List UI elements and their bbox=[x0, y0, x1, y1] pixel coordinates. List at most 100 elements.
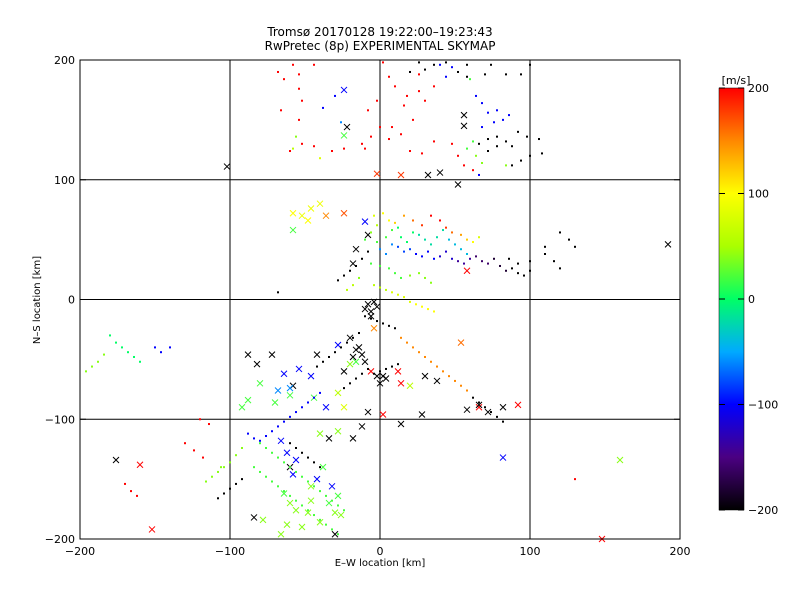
data-point-x bbox=[292, 506, 300, 514]
data-point-dot bbox=[466, 238, 468, 241]
data-point-dot bbox=[415, 252, 417, 255]
data-point-dot bbox=[409, 274, 411, 277]
data-point-dot bbox=[490, 411, 492, 414]
data-point-dot bbox=[400, 133, 402, 136]
scatter-points bbox=[85, 61, 672, 543]
data-point-dot bbox=[379, 370, 381, 373]
data-point-dot bbox=[349, 269, 351, 272]
data-point-dot bbox=[379, 286, 381, 289]
data-point-dot bbox=[481, 102, 483, 105]
data-point-dot bbox=[313, 485, 315, 488]
data-point-dot bbox=[292, 63, 294, 66]
data-point-dot bbox=[301, 99, 303, 102]
data-point-x bbox=[223, 163, 231, 170]
data-point-dot bbox=[370, 262, 372, 265]
data-point-x bbox=[322, 212, 330, 220]
data-point-dot bbox=[331, 528, 333, 531]
data-point-dot bbox=[508, 114, 510, 117]
data-point-dot bbox=[457, 260, 459, 263]
data-point-dot bbox=[340, 121, 342, 124]
data-point-x bbox=[280, 370, 288, 378]
data-point-dot bbox=[439, 255, 441, 258]
data-point-x bbox=[334, 389, 342, 397]
data-point-dot bbox=[370, 231, 372, 234]
data-point-dot bbox=[493, 121, 495, 124]
data-point-dot bbox=[406, 341, 408, 344]
data-point-dot bbox=[361, 142, 363, 145]
x-tick-label: 100 bbox=[520, 545, 541, 558]
grid-lines bbox=[80, 60, 680, 539]
data-point-dot bbox=[139, 360, 141, 363]
data-point-dot bbox=[397, 226, 399, 229]
data-point-dot bbox=[220, 466, 222, 469]
data-point-dot bbox=[424, 68, 426, 71]
data-point-dot bbox=[361, 372, 363, 375]
data-point-dot bbox=[379, 264, 381, 267]
data-point-dot bbox=[289, 494, 291, 497]
data-point-dot bbox=[406, 241, 408, 244]
data-point-x bbox=[352, 358, 360, 366]
data-point-x bbox=[286, 499, 294, 507]
data-point-dot bbox=[457, 70, 459, 73]
data-point-dot bbox=[385, 252, 387, 255]
data-point-dot bbox=[316, 365, 318, 368]
data-point-dot bbox=[376, 224, 378, 227]
data-point-dot bbox=[403, 296, 405, 299]
data-point-dot bbox=[217, 470, 219, 473]
data-point-dot bbox=[334, 94, 336, 97]
data-point-x bbox=[271, 399, 279, 406]
data-point-dot bbox=[283, 420, 285, 423]
data-point-dot bbox=[502, 118, 504, 121]
data-point-dot bbox=[295, 135, 297, 138]
data-point-x bbox=[289, 226, 297, 234]
data-point-dot bbox=[211, 475, 213, 478]
data-point-dot bbox=[388, 324, 390, 327]
data-point-dot bbox=[472, 169, 474, 172]
data-point-dot bbox=[541, 152, 543, 155]
data-point-x bbox=[499, 403, 507, 411]
data-point-x bbox=[514, 401, 522, 409]
data-point-x bbox=[340, 86, 348, 94]
data-point-x bbox=[292, 456, 300, 464]
data-point-dot bbox=[319, 490, 321, 493]
data-point-x bbox=[346, 334, 354, 342]
data-point-x bbox=[370, 324, 378, 332]
x-tick-label: 0 bbox=[377, 545, 384, 558]
data-point-dot bbox=[292, 147, 294, 150]
data-point-dot bbox=[229, 461, 231, 464]
data-point-dot bbox=[376, 320, 378, 323]
data-point-dot bbox=[340, 346, 342, 349]
data-point-dot bbox=[322, 360, 324, 363]
data-point-dot bbox=[496, 145, 498, 148]
data-point-x bbox=[361, 218, 369, 226]
data-point-dot bbox=[505, 140, 507, 143]
data-point-x bbox=[397, 171, 405, 179]
data-point-dot bbox=[445, 75, 447, 78]
data-point-x bbox=[463, 267, 471, 275]
data-point-dot bbox=[367, 367, 369, 370]
data-point-dot bbox=[301, 406, 303, 409]
data-point-dot bbox=[325, 494, 327, 497]
data-point-dot bbox=[433, 140, 435, 143]
data-point-dot bbox=[397, 293, 399, 296]
data-point-dot bbox=[544, 245, 546, 248]
data-point-dot bbox=[298, 118, 300, 121]
x-tick-label: 200 bbox=[670, 545, 691, 558]
data-point-dot bbox=[397, 245, 399, 248]
data-point-dot bbox=[412, 219, 414, 222]
data-point-x bbox=[376, 379, 384, 387]
data-point-dot bbox=[391, 365, 393, 368]
data-point-x bbox=[244, 351, 252, 358]
data-point-dot bbox=[574, 478, 576, 481]
data-point-dot bbox=[373, 372, 375, 375]
data-point-dot bbox=[319, 391, 321, 394]
data-point-dot bbox=[331, 499, 333, 502]
data-point-dot bbox=[409, 300, 411, 303]
data-point-dot bbox=[376, 241, 378, 244]
data-point-dot bbox=[463, 262, 465, 265]
data-point-x bbox=[313, 351, 321, 358]
data-point-dot bbox=[421, 152, 423, 155]
data-point-dot bbox=[406, 94, 408, 97]
colorbar-ticks: 200 100 0 −100 −200 bbox=[719, 82, 778, 517]
data-point-x bbox=[238, 403, 246, 411]
